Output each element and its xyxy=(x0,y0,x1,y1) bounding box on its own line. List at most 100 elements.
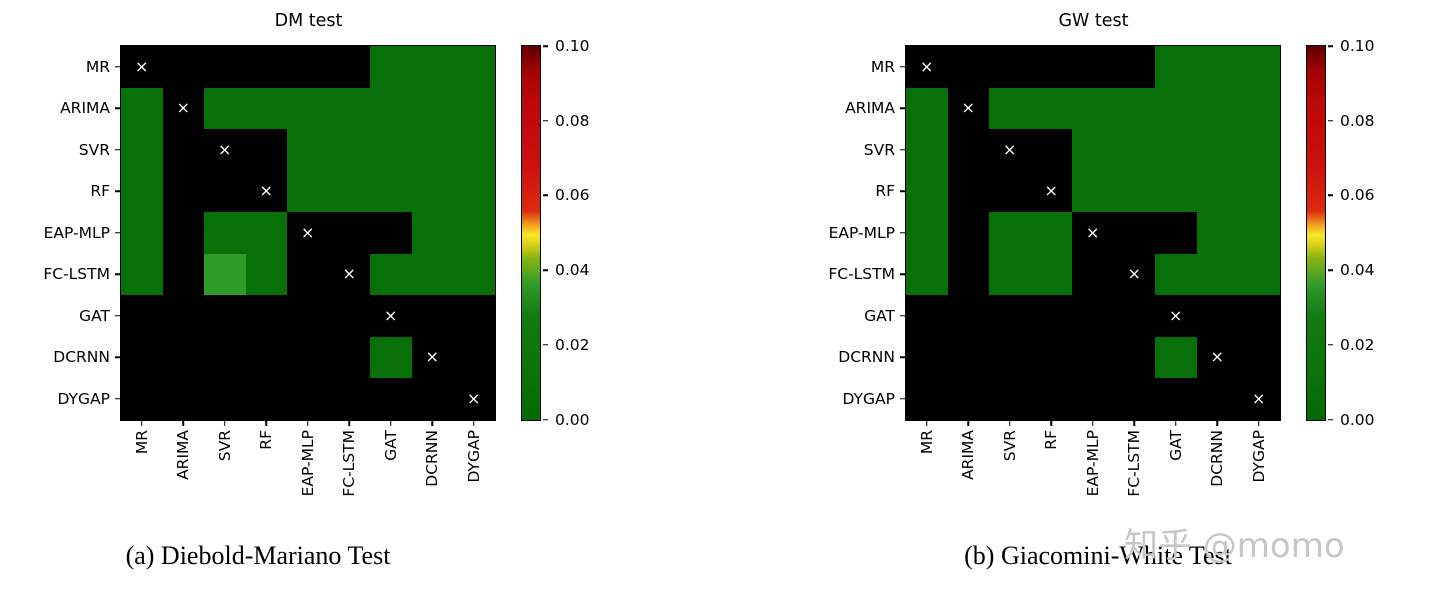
colorbar-tick xyxy=(543,45,548,47)
heatmap-cell-masked xyxy=(989,170,1031,212)
heatmap-cell xyxy=(204,253,246,295)
heatmap-grid: × × × × × × × × × xyxy=(905,45,1281,421)
heatmap-cell xyxy=(370,46,412,88)
heatmap-cell xyxy=(245,87,287,129)
heatmap-cell-masked xyxy=(287,295,329,337)
heatmap-cell-masked xyxy=(947,129,989,171)
heatmap-diagonal-cell: × xyxy=(453,378,495,420)
x-axis-label: GAT xyxy=(381,430,400,461)
plot-title: DM test xyxy=(274,11,343,31)
watermark: 知乎 @momo xyxy=(1124,526,1345,566)
heatmap-cell xyxy=(453,253,495,295)
colorbar-tick xyxy=(543,119,548,122)
x-axis-tick xyxy=(1258,421,1260,426)
heatmap-cell xyxy=(1155,170,1197,212)
x-axis-tick xyxy=(1009,421,1011,426)
x-axis-ticks xyxy=(905,421,1282,427)
colorbar-tick-label: 0.02 xyxy=(555,335,590,354)
heatmap-cell xyxy=(906,253,948,295)
heatmap-diagonal-cell: × xyxy=(328,253,370,295)
heatmap-cell xyxy=(411,46,453,88)
heatmap-cell xyxy=(906,212,948,254)
heatmap-cell-masked xyxy=(1072,378,1114,420)
x-axis-tick xyxy=(1133,421,1135,426)
heatmap-cell xyxy=(1238,87,1280,129)
heatmap-cell-masked xyxy=(947,46,989,88)
y-axis-label: DYGAP xyxy=(842,389,895,408)
heatmap-cell-masked xyxy=(245,336,287,378)
colorbar-ticks: 0.10 0.08 0.06 0.04 0.02 0.00 xyxy=(1328,37,1403,429)
x-axis-label: SVR xyxy=(215,430,234,462)
heatmap-diagonal-cell: × xyxy=(1113,253,1155,295)
colorbar-tick xyxy=(1328,269,1333,271)
heatmap-cell xyxy=(1030,87,1072,129)
heatmap-diagonal-cell: × xyxy=(989,129,1031,171)
heatmap-diagonal-cell: × xyxy=(906,46,948,88)
heatmap-cell xyxy=(1238,46,1280,88)
heatmap-cell xyxy=(411,129,453,171)
heatmap-diagonal-cell: × xyxy=(204,129,246,171)
heatmap-cell xyxy=(1196,170,1238,212)
heatmap-cell-masked xyxy=(947,170,989,212)
colorbar-tick xyxy=(1328,344,1333,346)
colorbar-tick xyxy=(543,269,548,271)
heatmap-cell xyxy=(1238,253,1280,295)
y-axis-tick xyxy=(900,273,905,275)
heatmap-diagonal-cell: × xyxy=(121,46,163,88)
heatmap-cell-masked xyxy=(1155,378,1197,420)
heatmap-cell-masked xyxy=(947,378,989,420)
x-axis-tick xyxy=(307,421,309,426)
y-axis-label: RF xyxy=(90,182,110,201)
heatmap-cell-masked xyxy=(1113,378,1155,420)
heatmap-cell xyxy=(411,87,453,129)
heatmap-cell-masked xyxy=(453,336,495,378)
heatmap-cell-masked xyxy=(370,378,412,420)
y-axis-tick xyxy=(900,107,905,109)
heatmap-cell-masked xyxy=(1113,336,1155,378)
heatmap-cell-masked xyxy=(1196,378,1238,420)
heatmap-cell xyxy=(1238,129,1280,171)
heatmap-cell-masked xyxy=(245,378,287,420)
y-axis-label: DCRNN xyxy=(838,348,895,367)
colorbar-tick xyxy=(1328,119,1333,122)
heatmap-cell xyxy=(370,129,412,171)
heatmap-cell-masked xyxy=(121,378,163,420)
heatmap-cell-masked xyxy=(947,336,989,378)
heatmap-cell-masked xyxy=(162,378,204,420)
heatmap-cell xyxy=(453,87,495,129)
heatmap-cell-masked xyxy=(204,378,246,420)
y-axis-label: ARIMA xyxy=(845,99,895,118)
heatmap-diagonal-cell: × xyxy=(411,336,453,378)
heatmap-cell-masked xyxy=(1030,295,1072,337)
x-axis-label: DYGAP xyxy=(1249,430,1268,483)
heatmap-cell-masked xyxy=(370,212,412,254)
heatmap-grid: × × × × × × × × × xyxy=(120,45,496,421)
y-axis-tick xyxy=(900,315,905,317)
heatmap-diagonal-cell: × xyxy=(162,87,204,129)
heatmap-cell-masked xyxy=(989,336,1031,378)
heatmap-cell-masked xyxy=(947,212,989,254)
heatmap-cell xyxy=(1030,253,1072,295)
colorbar-tick-label: 0.02 xyxy=(1340,335,1375,354)
heatmap-cell xyxy=(1196,253,1238,295)
heatmap-cell-masked xyxy=(906,378,948,420)
y-axis-label: FC-LSTM xyxy=(828,265,895,284)
heatmap-cell xyxy=(453,170,495,212)
heatmap-cell xyxy=(1113,129,1155,171)
heatmap-cell-masked xyxy=(1113,46,1155,88)
heatmap-cell xyxy=(204,212,246,254)
y-axis-label: MR xyxy=(870,57,895,76)
heatmap-cell xyxy=(989,87,1031,129)
heatmap-cell-masked xyxy=(245,129,287,171)
heatmap-cell-masked xyxy=(411,378,453,420)
y-axis-label: RF xyxy=(875,182,895,201)
x-axis-label: EAP-MLP xyxy=(298,430,317,497)
x-axis-label: RF xyxy=(257,430,276,450)
heatmap-cell xyxy=(453,46,495,88)
heatmap-cell-masked xyxy=(287,336,329,378)
heatmap-cell-masked xyxy=(121,295,163,337)
heatmap-diagonal-cell: × xyxy=(245,170,287,212)
heatmap-cell-masked xyxy=(162,253,204,295)
colorbar xyxy=(1306,45,1326,421)
heatmap-diagonal-cell: × xyxy=(947,87,989,129)
